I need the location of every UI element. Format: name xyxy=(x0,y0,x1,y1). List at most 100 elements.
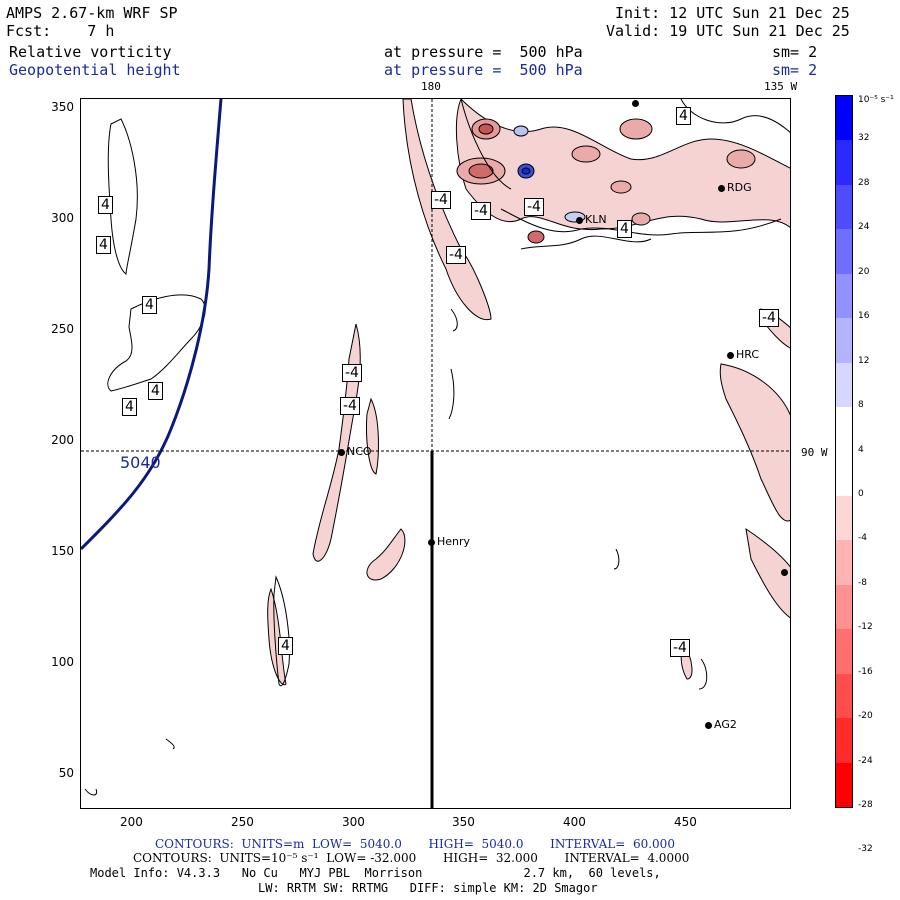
colorbar-segment xyxy=(836,362,852,408)
colorbar-segment xyxy=(836,584,852,630)
y-tick: 150 xyxy=(51,544,74,558)
station-marker-icon xyxy=(428,538,435,546)
station-marker-icon xyxy=(576,216,583,224)
y-tick: 350 xyxy=(51,100,74,114)
colorbar-segment xyxy=(836,229,852,274)
station-label: KLN xyxy=(585,213,607,226)
station-label: Henry xyxy=(437,535,471,548)
x-tick: 450 xyxy=(674,815,697,829)
station-henry[interactable]: Henry xyxy=(428,535,470,548)
colorbar-segment xyxy=(836,407,852,452)
height-contour-5040 xyxy=(81,99,223,551)
colorbar-tick-label: -8 xyxy=(858,577,867,588)
colorbar-tick-label: 24 xyxy=(858,222,870,233)
fcst-label: Fcst: xyxy=(6,22,52,40)
contour-label: 4 xyxy=(676,107,691,125)
contour-label: -4 xyxy=(524,198,544,216)
contour-label: 4 xyxy=(617,220,632,238)
station-marker-icon xyxy=(705,721,712,729)
field-vorticity: Relative vorticity xyxy=(9,43,172,61)
contour-label: -4 xyxy=(670,639,690,657)
contour-label: 4 xyxy=(122,398,137,416)
lon-label-90w: 90 W xyxy=(801,446,828,459)
colorbar-segments xyxy=(836,96,852,807)
map-graphics xyxy=(81,99,790,808)
contour-label: -4 xyxy=(471,202,491,220)
station-nco[interactable]: NCO xyxy=(338,445,372,458)
negative-vorticity-patches xyxy=(267,99,790,686)
colorbar-segment xyxy=(836,184,852,230)
colorbar-segment xyxy=(836,273,852,319)
colorbar-tick-label: -32 xyxy=(858,844,873,855)
footer-model-info-2: LW: RRTM SW: RRTMG DIFF: simple KM: 2D S… xyxy=(258,881,598,895)
colorbar-segment xyxy=(836,762,852,807)
map-plot-area[interactable] xyxy=(80,98,791,809)
station-marker-icon xyxy=(718,184,725,192)
contour-label: -4 xyxy=(340,397,360,415)
lon-label-135w: 135 W xyxy=(764,80,798,93)
field-vorticity-level: at pressure = 500 hPa xyxy=(384,43,583,61)
contour-label: 4 xyxy=(98,196,113,214)
contour-label: -4 xyxy=(759,309,779,327)
y-tick: 300 xyxy=(51,211,74,225)
contour-label: 4 xyxy=(278,637,293,655)
station-label: HRC xyxy=(736,348,760,361)
station-label: NCO xyxy=(347,445,372,458)
contour-label: -4 xyxy=(446,246,466,264)
model-title: AMPS 2.67-km WRF SP xyxy=(6,4,178,22)
contour-label: 4 xyxy=(96,236,111,254)
colorbar-tick-label: -28 xyxy=(858,800,873,810)
colorbar-tick-label: 28 xyxy=(858,177,870,188)
footer-model-info: Model Info: V4.3.3 No Cu MYJ PBL Morriso… xyxy=(90,866,661,880)
colorbar-segment xyxy=(836,540,852,585)
station-top[interactable] xyxy=(632,96,641,109)
station-marker-icon xyxy=(338,448,345,456)
station-hrc[interactable]: HRC xyxy=(727,348,759,361)
station-kln[interactable]: KLN xyxy=(576,213,607,226)
station-marker-icon xyxy=(727,351,734,359)
colorbar-segment xyxy=(836,96,852,141)
colorbar-tick-label: 12 xyxy=(858,355,870,366)
colorbar-tick-label: -16 xyxy=(858,666,873,677)
colorbar-tick-label: 20 xyxy=(858,266,870,277)
colorbar-tick-label: 8 xyxy=(858,400,864,411)
field-vorticity-sm: sm= 2 xyxy=(772,43,818,61)
station-label: RDG xyxy=(727,181,752,194)
init-time: Init: 12 UTC Sun 21 Dec 25 xyxy=(615,4,850,22)
colorbar-segment xyxy=(836,318,852,363)
y-tick: 250 xyxy=(51,322,74,336)
station-marker-icon xyxy=(781,568,788,576)
x-tick: 200 xyxy=(120,815,143,829)
y-tick: 50 xyxy=(58,766,74,780)
contour-label: -4 xyxy=(431,191,451,209)
field-height: Geopotential height xyxy=(9,61,181,79)
y-tick: 100 xyxy=(51,655,74,669)
valid-time: Valid: 19 UTC Sun 21 Dec 25 xyxy=(606,22,850,40)
contour-label: 4 xyxy=(142,296,157,314)
colorbar-segment xyxy=(836,629,852,674)
colorbar-units: 10⁻⁵ s⁻¹ xyxy=(858,95,894,105)
x-tick: 350 xyxy=(452,815,475,829)
colorbar-segment xyxy=(836,495,852,541)
colorbar-tick-label: 4 xyxy=(858,444,864,455)
station-marker-icon xyxy=(632,99,639,107)
y-tick: 200 xyxy=(51,433,74,447)
colorbar-tick-label: -4 xyxy=(858,533,867,544)
forecast-label: Fcst: 7 h xyxy=(6,22,114,40)
colorbar-segment xyxy=(836,673,852,719)
colorbar-segment xyxy=(836,140,852,185)
station-rdg[interactable]: RDG xyxy=(718,181,752,194)
height-contour-label: 5040 xyxy=(120,453,161,472)
station-edge[interactable] xyxy=(781,565,790,578)
colorbar-tick-label: -12 xyxy=(858,622,873,633)
field-height-sm: sm= 2 xyxy=(772,61,818,79)
station-ag2[interactable]: AG2 xyxy=(705,718,737,731)
x-tick: 400 xyxy=(563,815,586,829)
fcst-value: 7 h xyxy=(87,22,115,40)
lon-label-180: 180 xyxy=(421,80,441,93)
colorbar-tick-label: -20 xyxy=(858,711,873,722)
colorbar-tick-label: 32 xyxy=(858,133,870,144)
colorbar xyxy=(835,95,853,808)
colorbar-tick-label: 16 xyxy=(858,311,870,322)
x-tick: 250 xyxy=(231,815,254,829)
